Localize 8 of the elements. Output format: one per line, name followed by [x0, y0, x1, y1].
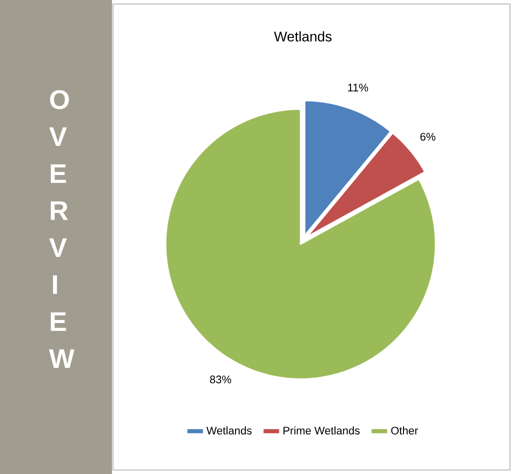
data-label: 11% — [348, 84, 368, 92]
legend-label: Prime Wetlands — [284, 426, 360, 435]
text: O V E R V I E W — [49, 90, 74, 368]
legend-label: Wetlands — [206, 426, 252, 435]
legend-label: Other — [391, 426, 418, 435]
chart-title: Wetlands — [274, 31, 332, 42]
data-label: 6% — [420, 132, 436, 141]
data-label: 83% — [210, 376, 232, 384]
